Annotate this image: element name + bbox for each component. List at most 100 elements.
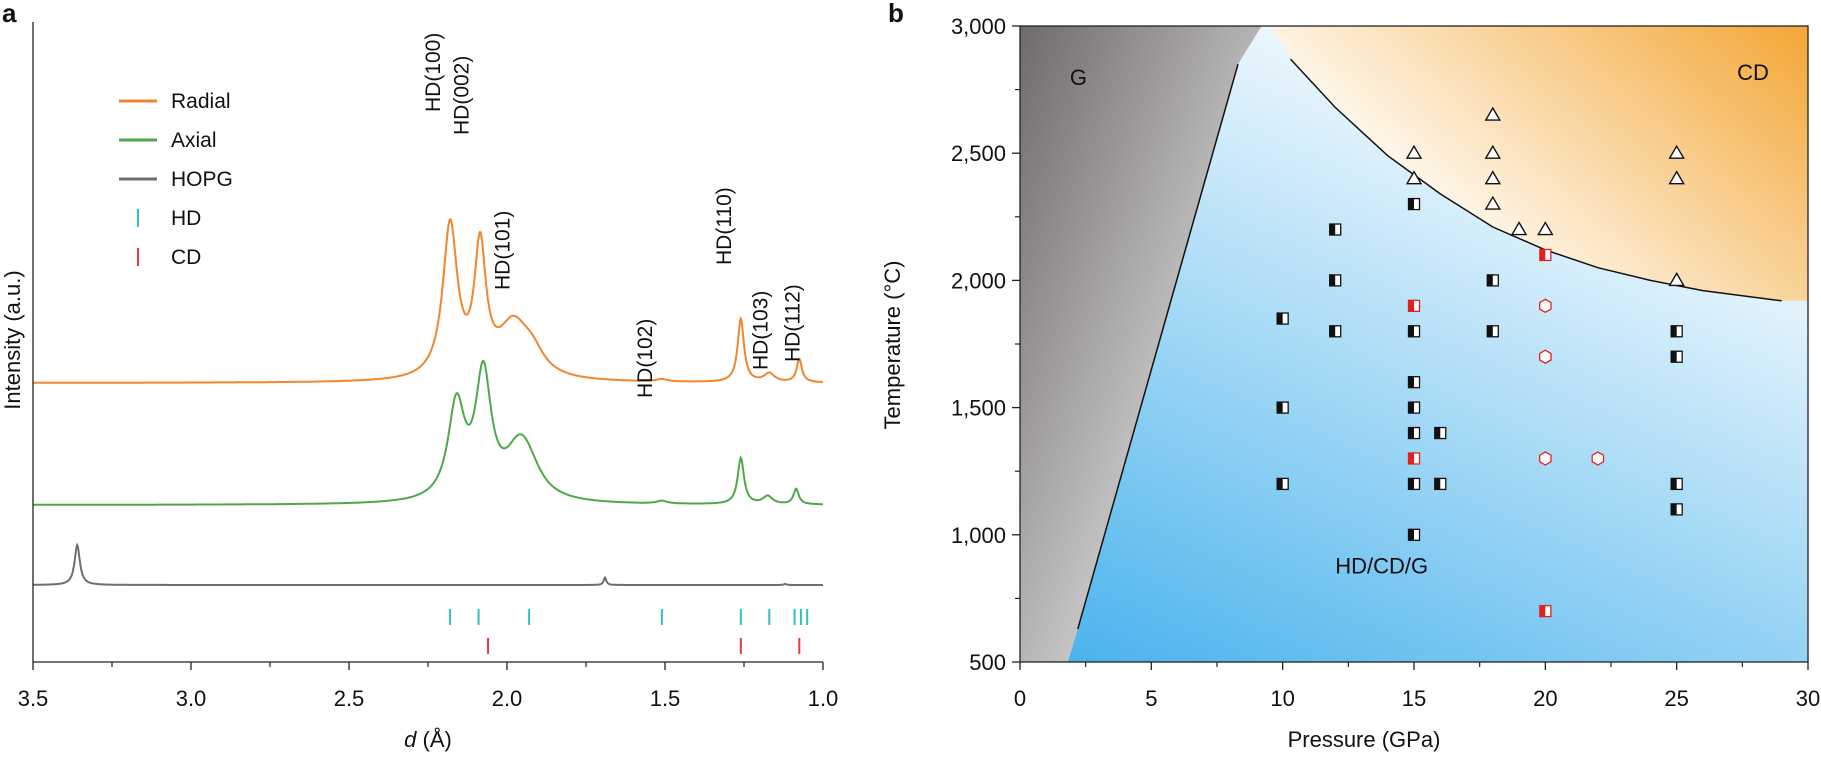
triangle-marker bbox=[1668, 144, 1685, 159]
peak-label-hd-002: HD(002) bbox=[451, 56, 474, 135]
triangle-marker bbox=[1668, 272, 1685, 287]
peak-label-hd-102: HD(102) bbox=[634, 319, 657, 398]
panel-b-letter: b bbox=[888, 0, 904, 28]
x-tick-label: 3.5 bbox=[18, 686, 49, 711]
half-square-marker bbox=[1670, 477, 1683, 491]
marker-fill bbox=[1277, 313, 1283, 325]
legend: Radial Axial HOPG HD CD bbox=[119, 90, 233, 269]
half-square-marker-red bbox=[1539, 604, 1552, 618]
triangle-marker bbox=[1484, 195, 1502, 210]
triangle-marker bbox=[1484, 144, 1502, 159]
y-tick-label: 2,000 bbox=[951, 268, 1006, 293]
curve-axial bbox=[33, 359, 823, 506]
marker-fill bbox=[1408, 376, 1414, 388]
marker-fill bbox=[1671, 351, 1677, 363]
triangle-marker bbox=[1405, 144, 1423, 159]
x-tick-label: 0 bbox=[1014, 686, 1026, 711]
x-tick-label: 1.5 bbox=[650, 686, 681, 711]
region-labels: G CD HD/CD/G bbox=[1070, 60, 1769, 579]
x-ticks: 3.5 3.0 2.5 2.0 1.5 1.0 bbox=[18, 662, 839, 711]
half-square-marker bbox=[1407, 376, 1421, 389]
triangle-marker bbox=[1405, 170, 1423, 185]
marker-fill bbox=[1329, 325, 1336, 337]
x-axis-label-unit: (Å) bbox=[416, 727, 451, 752]
marker-fill bbox=[1329, 224, 1336, 236]
marker-fill bbox=[1408, 529, 1414, 541]
panel-a-letter: a bbox=[2, 0, 17, 28]
marker-fill bbox=[1408, 402, 1414, 414]
marker-fill bbox=[1434, 478, 1441, 490]
region-label-cd: CD bbox=[1737, 60, 1769, 85]
half-square-marker-red bbox=[1407, 299, 1421, 312]
half-square-marker bbox=[1670, 350, 1683, 363]
half-square-marker bbox=[1407, 477, 1421, 491]
axes-ticks: 0 5 10 15 20 25 30 500 1,000 1,500 2,000 2,500 3,000 bbox=[951, 14, 1820, 711]
marker-fill bbox=[1277, 478, 1283, 490]
triangle-marker bbox=[1510, 221, 1528, 236]
marker-fill bbox=[1408, 452, 1414, 464]
g-boundary-line bbox=[1077, 63, 1239, 630]
marker-fill bbox=[1329, 274, 1336, 286]
panel-a: a HD(100) HD(002)HD(101)HD(102)HD(110)HD(… bbox=[0, 0, 838, 752]
x-axis-label: d (Å) bbox=[404, 727, 452, 752]
curve-radial bbox=[33, 217, 824, 384]
half-square-marker bbox=[1407, 197, 1421, 211]
y-tick-label: 500 bbox=[969, 650, 1006, 675]
half-square-marker bbox=[1670, 503, 1683, 516]
marker-fill bbox=[1408, 198, 1414, 210]
half-square-marker bbox=[1276, 312, 1289, 325]
legend-label-hd: HD bbox=[171, 207, 201, 230]
half-square-marker bbox=[1407, 528, 1421, 541]
half-square-marker bbox=[1486, 325, 1499, 338]
panel-b: b G CD HD/CD/G 0 5 10 15 20 25 30 500 1,000 1,500 2,… bbox=[880, 0, 1820, 752]
half-square-marker bbox=[1670, 325, 1683, 338]
x-tick-label: 5 bbox=[1145, 686, 1157, 711]
marker-fill bbox=[1671, 325, 1677, 337]
x-tick-label: 25 bbox=[1664, 686, 1688, 711]
marker-fill bbox=[1671, 478, 1677, 490]
legend-label-cd: CD bbox=[171, 246, 201, 269]
half-square-marker bbox=[1407, 426, 1421, 440]
marker-fill bbox=[1487, 325, 1493, 337]
marker-fill bbox=[1408, 427, 1414, 439]
y-axis-label: Intensity (a.u.) bbox=[0, 270, 25, 409]
x-tick-label: 1.0 bbox=[808, 686, 839, 711]
half-square-marker bbox=[1276, 477, 1289, 491]
data-points bbox=[1276, 106, 1685, 618]
half-square-marker bbox=[1329, 274, 1342, 287]
triangle-marker bbox=[1484, 170, 1502, 185]
reference-markers bbox=[449, 609, 809, 654]
y-tick-label: 1,500 bbox=[951, 396, 1006, 421]
x-tick-label: 2.5 bbox=[334, 686, 365, 711]
x-tick-label: 15 bbox=[1402, 686, 1426, 711]
half-square-marker bbox=[1486, 274, 1499, 287]
x-axis-label: Pressure (GPa) bbox=[1288, 727, 1441, 752]
legend-label-radial: Radial bbox=[171, 90, 231, 113]
y-tick-label: 1,000 bbox=[951, 523, 1006, 548]
marker-fill bbox=[1539, 249, 1546, 261]
marker-fill bbox=[1408, 300, 1414, 312]
peak-label-hd-110: HD(110) bbox=[713, 187, 736, 265]
peak-label-hd-101: HD(101) bbox=[492, 211, 515, 290]
region-label-hd-cd-g: HD/CD/G bbox=[1335, 553, 1428, 578]
half-square-marker bbox=[1276, 401, 1289, 414]
marker-fill bbox=[1539, 605, 1546, 617]
region-label-g: G bbox=[1070, 65, 1087, 90]
marker-fill bbox=[1671, 503, 1677, 515]
x-tick-label: 10 bbox=[1270, 686, 1294, 711]
x-tick-label: 20 bbox=[1533, 686, 1557, 711]
triangle-marker bbox=[1484, 106, 1502, 121]
peak-labels: HD(100) HD(002) HD(101) HD(102) HD(110) HD(10… bbox=[422, 33, 805, 398]
cd-region bbox=[1272, 26, 1808, 301]
curve-hopg bbox=[33, 542, 823, 586]
peak-label-hd-100: HD(100) bbox=[422, 33, 445, 112]
x-tick-label: 30 bbox=[1796, 686, 1820, 711]
peak-label-hd-103: HD(103) bbox=[749, 291, 772, 370]
legend-label-hopg: HOPG bbox=[171, 168, 233, 191]
peak-label-hd-112: HD(112) bbox=[782, 284, 805, 362]
y-tick-label: 2,500 bbox=[951, 141, 1006, 166]
triangle-marker bbox=[1668, 170, 1685, 185]
hexagon-marker bbox=[1539, 298, 1552, 314]
y-tick-label: 3,000 bbox=[951, 14, 1006, 39]
